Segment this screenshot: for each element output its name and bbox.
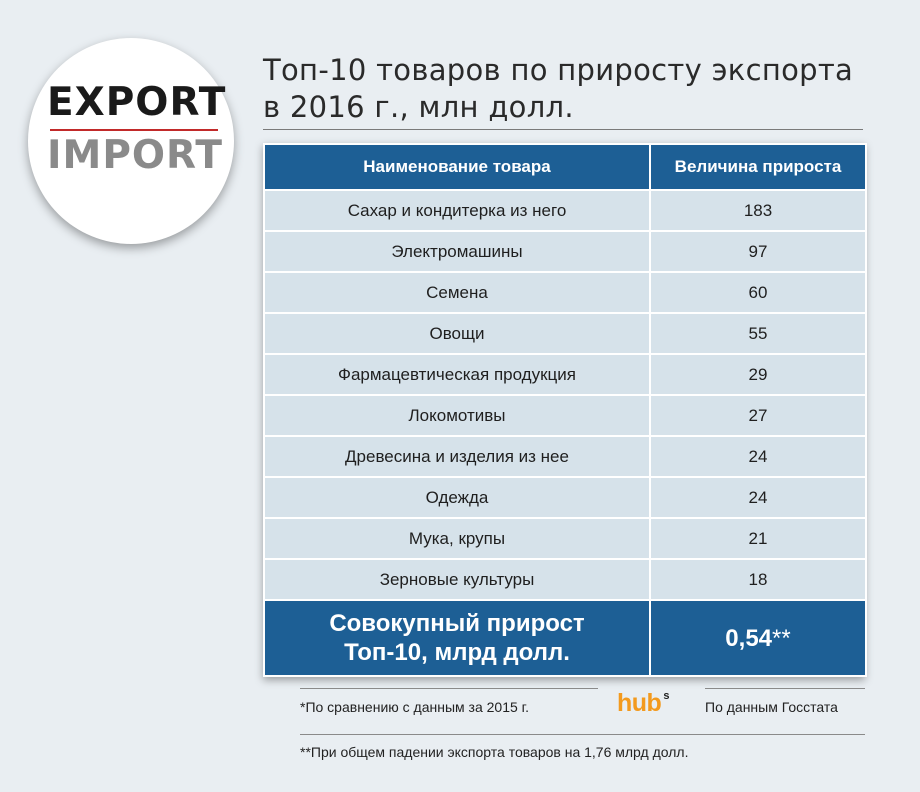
title-divider [263,129,863,130]
product-name-cell: Фармацевтическая продукция [263,353,651,396]
total-value-note: ** [772,624,791,652]
product-name-cell: Мука, крупы [263,517,651,560]
table-row: Сахар и кондитерка из него 183 [263,189,867,232]
total-value-cell: 0,54** [649,599,867,677]
footer-divider-left [300,688,598,689]
total-label-line-1: Совокупный прирост [329,610,585,637]
growth-value-cell: 183 [649,189,867,232]
product-name-cell: Одежда [263,476,651,519]
page-title: Топ-10 товаров по приросту экспорта в 20… [263,52,863,126]
logo-divider [50,129,218,131]
logo-import-text: IMPORT [47,133,223,178]
growth-value-cell: 55 [649,312,867,355]
product-name-cell: Семена [263,271,651,314]
table-row: Локомотивы 27 [263,394,867,437]
hub-logo-sup: s [663,689,669,702]
title-line-2: в 2016 г., млн долл. [263,90,574,124]
product-name-cell: Древесина и изделия из нее [263,435,651,478]
product-name-cell: Сахар и кондитерка из него [263,189,651,232]
table-row: Электромашины 97 [263,230,867,273]
table-header-row: Наименование товара Величина прироста [263,143,867,191]
growth-value-cell: 60 [649,271,867,314]
growth-value-cell: 29 [649,353,867,396]
hub-logo-text: hub [617,689,662,717]
table-row: Одежда 24 [263,476,867,519]
growth-value-cell: 24 [649,476,867,519]
table-row: Фармацевтическая продукция 29 [263,353,867,396]
footer-divider-bottom [300,734,865,735]
table-body: Сахар и кондитерка из него 183 Электромаши… [263,189,867,601]
product-name-cell: Зерновые культуры [263,558,651,601]
total-row: Совокупный прирост Топ-10, млрд долл. 0,… [263,599,867,677]
logo-circle [28,38,234,244]
total-value: 0,54 [725,624,773,652]
product-name-cell: Локомотивы [263,394,651,437]
table-row: Зерновые культуры 18 [263,558,867,601]
growth-value-cell: 21 [649,517,867,560]
product-name-cell: Овощи [263,312,651,355]
footer-divider-right [705,688,865,689]
total-label: Совокупный прирост Топ-10, млрд долл. [263,599,651,677]
title-line-1: Топ-10 товаров по приросту экспорта [263,53,854,87]
footnote-total-decline: **При общем падении экспорта товаров на … [300,744,689,760]
source-note: По данным Госстата [705,699,838,715]
table-row: Овощи 55 [263,312,867,355]
table-row: Семена 60 [263,271,867,314]
growth-value-cell: 18 [649,558,867,601]
export-table: Наименование товара Величина прироста Са… [263,143,867,677]
column-header-product: Наименование товара [263,143,651,191]
growth-value-cell: 97 [649,230,867,273]
product-name-cell: Электромашины [263,230,651,273]
hub-logo: hub s [617,689,669,718]
growth-value-cell: 27 [649,394,867,437]
footnote-comparison: *По сравнению с данным за 2015 г. [300,699,529,715]
table-row: Древесина и изделия из нее 24 [263,435,867,478]
table-row: Мука, крупы 21 [263,517,867,560]
growth-value-cell: 24 [649,435,867,478]
column-header-growth: Величина прироста [649,143,867,191]
logo-export-text: EXPORT [47,80,227,125]
total-label-line-2: Топ-10, млрд долл. [344,639,570,666]
